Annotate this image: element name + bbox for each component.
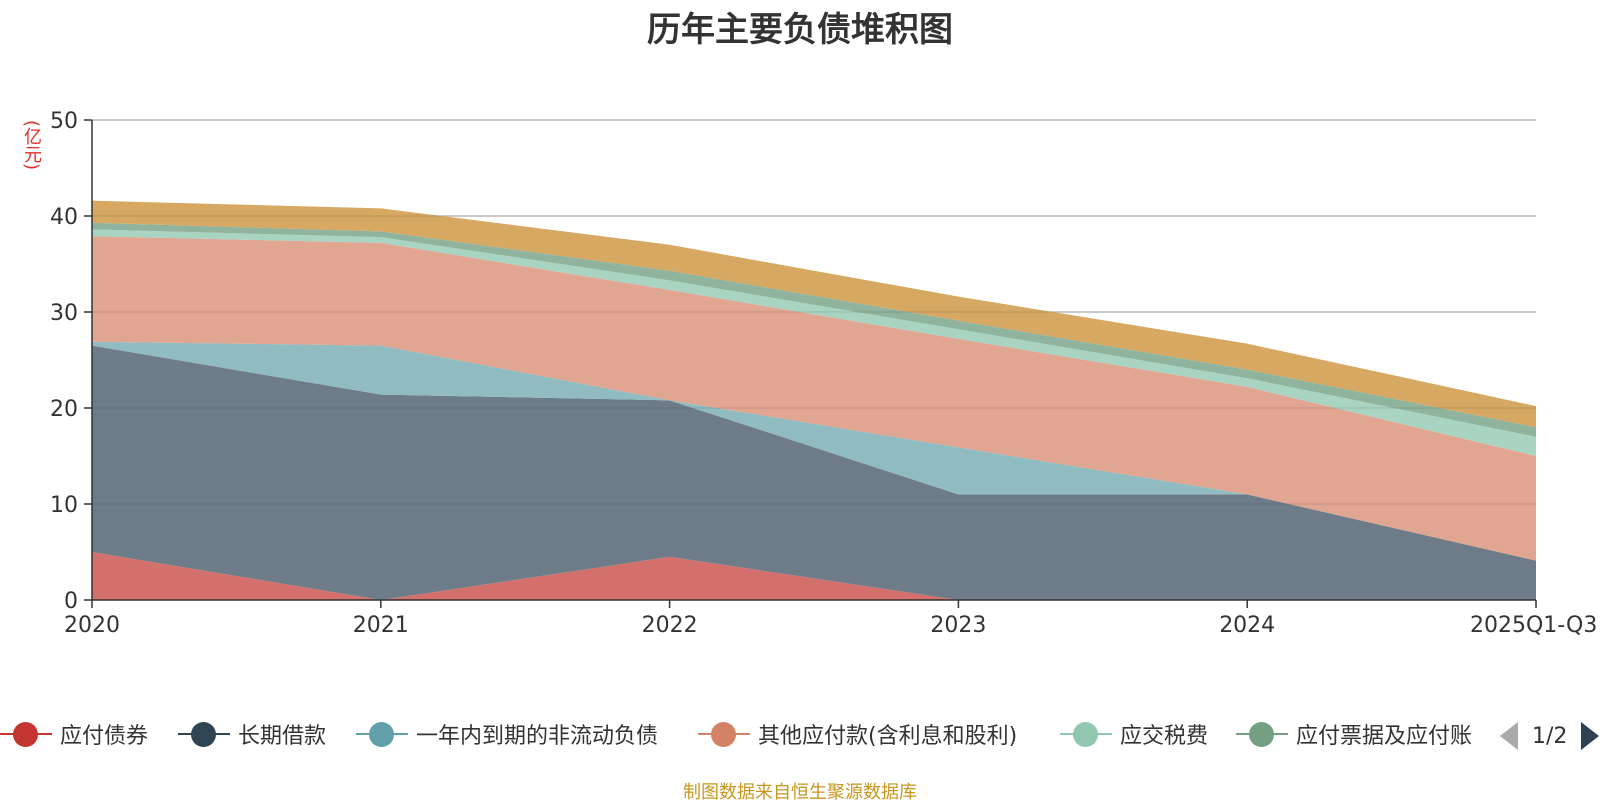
y-tick-label: 40 — [50, 205, 78, 230]
y-tick-label: 0 — [64, 589, 78, 614]
y-axis-unit: (亿元) — [21, 120, 42, 171]
area-series-0 — [92, 552, 1536, 600]
legend: 应付债券 长期借款 一年内到期的非流动负债 其他应付款(含利息和股利) 应交税费… — [0, 714, 1600, 754]
legend-marker — [1060, 719, 1112, 749]
legend-label: 其他应付款(含利息和股利) — [758, 724, 1018, 749]
area-series-1 — [92, 345, 1536, 600]
y-tick-label: 30 — [50, 301, 78, 326]
y-tick-label: 10 — [50, 493, 78, 518]
legend-label: 应付票据及应付账 — [1296, 724, 1473, 749]
area-series-6 — [92, 200, 1536, 428]
legend-prev-page-icon[interactable] — [1500, 722, 1518, 750]
x-tick-label: 2022 — [642, 613, 698, 638]
legend-item-long-term-loans[interactable]: 长期借款 — [178, 714, 326, 754]
legend-next-page-icon[interactable] — [1581, 722, 1600, 750]
legend-item-notes-accounts-payable[interactable]: 应付票据及应付账 — [1236, 714, 1472, 754]
y-tick-label: 20 — [50, 397, 78, 422]
legend-label: 应付债券 — [60, 724, 149, 749]
x-tick-label: 2024 — [1219, 613, 1275, 638]
area-series-3 — [92, 236, 1536, 561]
legend-label: 一年内到期的非流动负债 — [416, 724, 659, 749]
legend-page-indicator: 1/2 — [1532, 723, 1568, 749]
legend-item-bonds-payable[interactable]: 应付债券 — [0, 714, 148, 754]
legend-item-other-payables[interactable]: 其他应付款(含利息和股利) — [698, 714, 1017, 754]
legend-label: 长期借款 — [238, 724, 327, 749]
legend-marker — [0, 719, 52, 749]
legend-marker — [1236, 719, 1288, 749]
legend-marker — [698, 719, 750, 749]
legend-marker — [356, 719, 408, 749]
y-tick-label: 50 — [50, 109, 78, 134]
x-tick-label: 2023 — [930, 613, 986, 638]
area-series-2 — [92, 341, 1536, 561]
legend-item-taxes-payable[interactable]: 应交税费 — [1060, 714, 1208, 754]
x-tick-label: 2025Q1-Q3 — [1470, 613, 1597, 638]
legend-label: 应交税费 — [1120, 724, 1209, 749]
data-source-note: 制图数据来自恒生聚源数据库 — [683, 782, 917, 803]
chart-title: 历年主要负债堆积图 — [647, 10, 953, 50]
legend-pager: 1/2 — [1500, 716, 1600, 756]
legend-item-current-noncurrent-liabilities[interactable]: 一年内到期的非流动负债 — [356, 714, 658, 754]
x-tick-label: 2020 — [64, 613, 120, 638]
x-tick-label: 2021 — [353, 613, 409, 638]
legend-marker — [178, 719, 230, 749]
